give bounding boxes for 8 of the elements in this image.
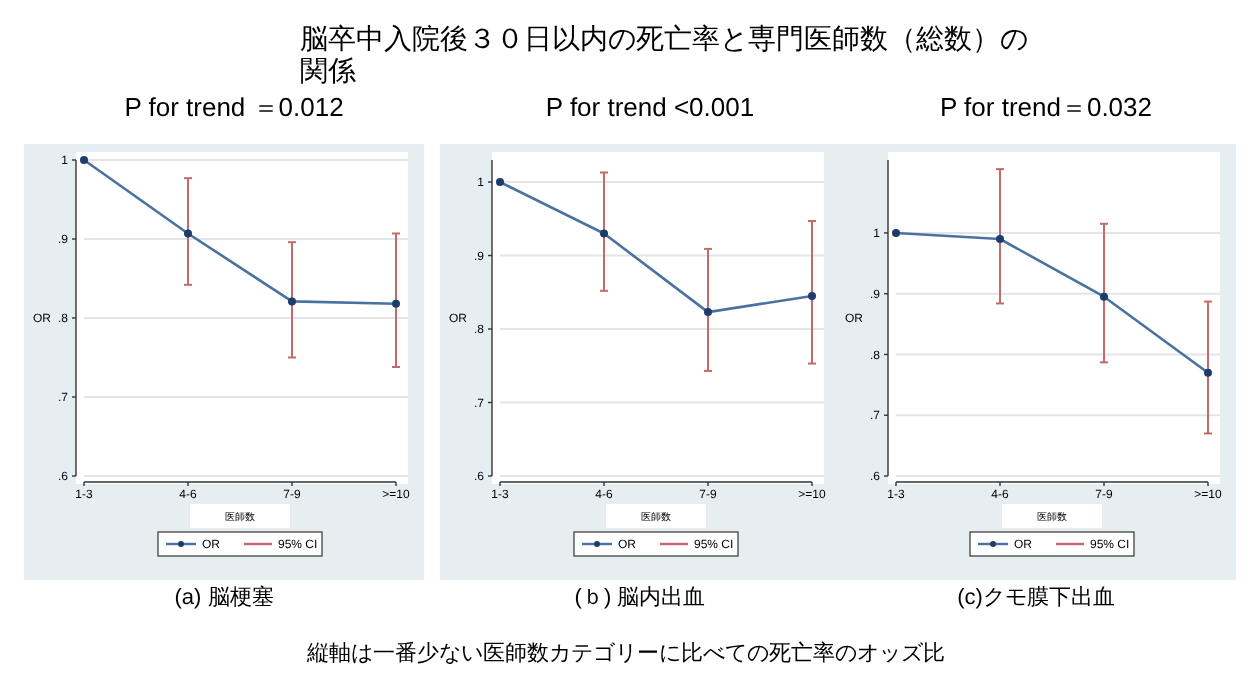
text: (a) 脳梗塞 bbox=[174, 584, 274, 610]
text: 縦軸は一番少ない医師数カテゴリーに比べての死亡率のオッズ比 bbox=[305, 640, 945, 666]
text: (ｂ) 脳内出血 bbox=[574, 584, 706, 610]
text: 脳卒中入院後３０日以内の死亡率と専門医師数（総数）の関係 bbox=[300, 22, 1028, 86]
text: (c)クモ膜下出血 bbox=[957, 584, 1115, 610]
chart-title: P for trend <0.001 bbox=[545, 92, 755, 122]
chart-title: P for trend＝0.032 bbox=[940, 92, 1152, 122]
chart-title: P for trend ＝0.012 bbox=[124, 92, 344, 122]
